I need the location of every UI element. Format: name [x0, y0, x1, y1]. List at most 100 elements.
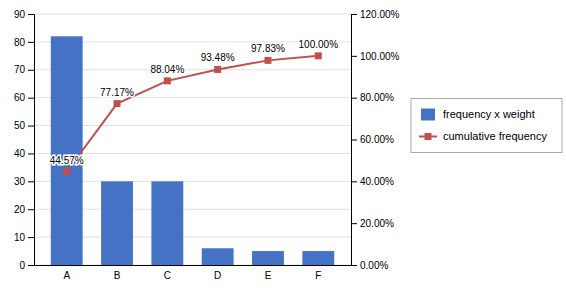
- x-tick: F: [315, 270, 321, 281]
- tick-mark: [351, 56, 357, 57]
- tick-mark: [28, 70, 34, 71]
- grid-line: [34, 14, 351, 15]
- tick-mark: [28, 98, 34, 99]
- y-axis-tick: 90: [14, 9, 34, 20]
- data-labels: 44.57% 77.17% 88.04% 93.48% 97.83% 100.00%: [50, 39, 338, 166]
- marker: [164, 77, 171, 84]
- tick-label: 70: [14, 64, 26, 75]
- bar: [302, 251, 334, 265]
- tick-mark: [351, 223, 357, 224]
- y-axis-tick: 0: [19, 260, 34, 271]
- x-tick-label: B: [114, 270, 121, 281]
- tick-mark: [28, 153, 34, 154]
- data-label: 77.17%: [100, 87, 134, 98]
- data-label: 88.04%: [150, 64, 184, 75]
- tick-mark: [28, 265, 34, 266]
- bar: [252, 251, 284, 265]
- y2-axis-tick: 80.00%: [351, 92, 394, 103]
- y-axis-tick: 50: [14, 120, 34, 131]
- tick-label: 80: [14, 37, 26, 48]
- chart: 44.57%77.17%88.04%93.48%97.83%100.00%ABC…: [0, 0, 566, 291]
- legend-swatch: [425, 133, 432, 140]
- y2-axis: 0.00% 20.00% 40.00% 60.00% 80.00% 100.00% 120.…: [351, 9, 400, 271]
- y2-axis-tick: 20.00%: [351, 218, 394, 229]
- marker: [264, 57, 271, 64]
- bar: [151, 181, 183, 265]
- legend-swatch: [421, 109, 435, 121]
- tick-label: 80.00%: [360, 92, 394, 103]
- y2-axis-tick: 100.00%: [351, 51, 400, 62]
- tick-label: 10: [14, 232, 26, 243]
- tick-label: 90: [14, 9, 26, 20]
- legend: frequency x weight cumulative frequency: [411, 99, 562, 153]
- data-label: 93.48%: [201, 52, 235, 63]
- tick-label: 100.00%: [360, 51, 400, 62]
- tick-mark: [28, 209, 34, 210]
- tick-mark: [351, 140, 357, 141]
- tick-label: 60.00%: [360, 134, 394, 145]
- y2-axis-tick: 120.00%: [351, 9, 400, 20]
- marker: [63, 168, 70, 175]
- x-tick-label: F: [315, 270, 321, 281]
- y-axis-tick: 20: [14, 204, 34, 215]
- bar: [202, 248, 234, 265]
- grid: [34, 14, 351, 265]
- tick-label: 0: [19, 260, 25, 271]
- bar: [51, 36, 83, 265]
- tick-mark: [351, 98, 357, 99]
- x-tick: E: [265, 270, 272, 281]
- tick-label: 120.00%: [360, 9, 400, 20]
- x-tick: B: [114, 270, 121, 281]
- tick-mark: [28, 237, 34, 238]
- x-tick-label: E: [265, 270, 272, 281]
- data-label: 100.00%: [299, 39, 339, 50]
- tick-label: 20: [14, 204, 26, 215]
- y-axis-tick: 60: [14, 92, 34, 103]
- legend-label: frequency x weight: [443, 108, 535, 120]
- axis-line: [28, 15, 35, 266]
- x-tick-label: A: [63, 270, 70, 281]
- y-axis-tick: 40: [14, 148, 34, 159]
- tick-label: 30: [14, 176, 26, 187]
- x-tick: C: [164, 270, 171, 281]
- plot-area: [51, 36, 334, 265]
- bar-series: [51, 36, 334, 265]
- legend-frame: [411, 99, 562, 153]
- y-axis-tick: 70: [14, 64, 34, 75]
- y-axis-tick: 30: [14, 176, 34, 187]
- x-axis: A B C D E F: [35, 266, 352, 282]
- y2-axis-tick: 60.00%: [351, 134, 394, 145]
- marker: [315, 52, 322, 59]
- tick-label: 50: [14, 120, 26, 131]
- marker: [114, 100, 121, 107]
- x-tick-label: D: [214, 270, 221, 281]
- tick-mark: [351, 181, 357, 182]
- marker: [214, 66, 221, 73]
- tick-mark: [28, 126, 34, 127]
- data-label: 44.57%: [50, 155, 84, 166]
- tick-label: 60: [14, 92, 26, 103]
- line-series: [63, 52, 322, 175]
- x-tick: A: [63, 270, 70, 281]
- y-axis-tick: 10: [14, 232, 34, 243]
- tick-mark: [28, 42, 34, 43]
- x-tick-label: C: [164, 270, 171, 281]
- y-axis: 0 10 20 30 40 50 60 70 80 90: [14, 9, 35, 271]
- tick-mark: [351, 14, 357, 15]
- y-axis-tick: 80: [14, 37, 34, 48]
- tick-label: 40.00%: [360, 176, 394, 187]
- tick-label: 40: [14, 148, 26, 159]
- bar: [101, 181, 133, 265]
- tick-label: 0.00%: [360, 260, 388, 271]
- tick-mark: [28, 181, 34, 182]
- tick-label: 20.00%: [360, 218, 394, 229]
- axis-line: [35, 265, 352, 266]
- axis-line: [352, 15, 358, 266]
- x-tick: D: [214, 270, 221, 281]
- y2-axis-tick: 40.00%: [351, 176, 394, 187]
- line: [67, 56, 319, 172]
- tick-mark: [28, 14, 34, 15]
- data-label: 97.83%: [251, 43, 285, 54]
- legend-label: cumulative frequency: [443, 130, 547, 142]
- y2-axis-tick: 0.00%: [351, 260, 388, 271]
